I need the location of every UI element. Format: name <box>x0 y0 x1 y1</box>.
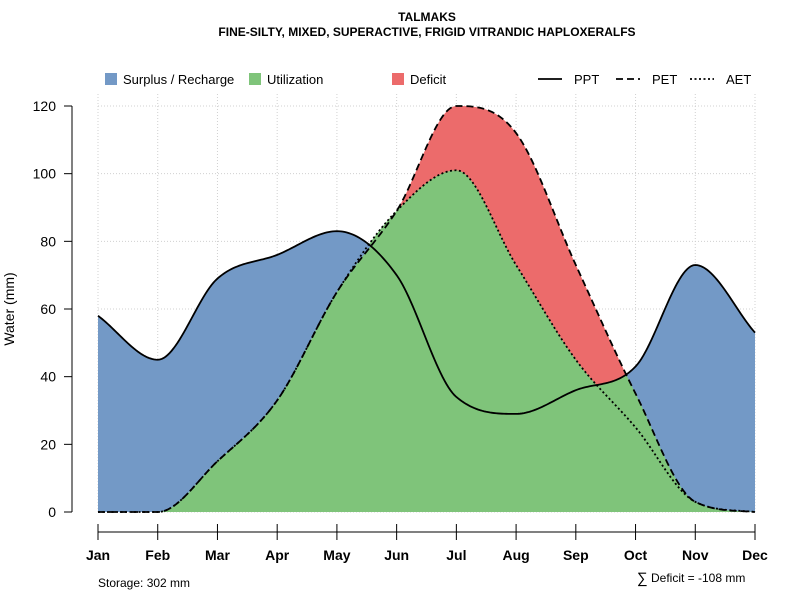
y-tick-label: 60 <box>40 301 56 317</box>
legend-label: PET <box>652 72 677 87</box>
legend-item-aet: AET <box>690 72 751 87</box>
x-tick-label-jun: Jun <box>384 547 409 563</box>
legend-item-pet: PET <box>616 72 677 87</box>
deficit-total-label: Deficit = -108 mm <box>651 571 745 585</box>
axes: 0 20 40 60 80 100 120 Jan Feb Mar Apr May Jun Jul Aug S… <box>33 98 768 563</box>
storage-label: Storage: 302 mm <box>98 576 190 590</box>
legend-label: Surplus / Recharge <box>123 72 234 87</box>
chart-title: TALMAKS <box>398 10 456 24</box>
x-tick-label-feb: Feb <box>145 547 170 563</box>
legend-item-deficit: Deficit <box>392 72 447 87</box>
series-line-pet <box>98 105 756 513</box>
legend-label: AET <box>726 72 751 87</box>
x-tick-label-apr: Apr <box>265 547 290 563</box>
legend-label: PPT <box>574 72 599 87</box>
legend-item-surplus-recharge: Surplus / Recharge <box>105 72 234 87</box>
x-tick-label-mar: Mar <box>205 547 230 563</box>
series-line-aet <box>98 169 756 513</box>
legend-item-ppt: PPT <box>538 72 599 87</box>
legend-item-utilization: Utilization <box>249 72 323 87</box>
series-lines <box>97 105 756 513</box>
x-tick-label-aug: Aug <box>502 547 529 563</box>
y-tick-label: 100 <box>33 166 57 182</box>
sum-icon: ∑ <box>637 570 648 587</box>
x-tick-label-jul: Jul <box>446 547 466 563</box>
x-tick-label-nov: Nov <box>682 547 709 563</box>
x-tick-label-jan: Jan <box>86 547 110 563</box>
x-tick-label-oct: Oct <box>624 547 648 563</box>
x-tick-label-may: May <box>323 547 350 563</box>
legend-label: Utilization <box>267 72 323 87</box>
legend-swatch <box>105 73 117 85</box>
chart-subtitle: FINE-SILTY, MIXED, SUPERACTIVE, FRIGID V… <box>218 25 635 39</box>
y-tick-label: 20 <box>40 436 56 452</box>
legend: Surplus / Recharge Utilization Deficit PPT P… <box>105 72 751 87</box>
legend-swatch <box>249 73 261 85</box>
series-line-ppt <box>97 230 756 415</box>
y-tick-label: 80 <box>40 233 56 249</box>
x-tick-label-sep: Sep <box>563 547 589 563</box>
y-tick-label: 120 <box>33 98 57 114</box>
y-axis-label: Water (mm) <box>1 272 17 345</box>
y-tick-label: 40 <box>40 369 56 385</box>
y-tick-label: 0 <box>48 504 56 520</box>
legend-label: Deficit <box>410 72 447 87</box>
x-tick-label-dec: Dec <box>742 547 768 563</box>
legend-swatch <box>392 73 404 85</box>
